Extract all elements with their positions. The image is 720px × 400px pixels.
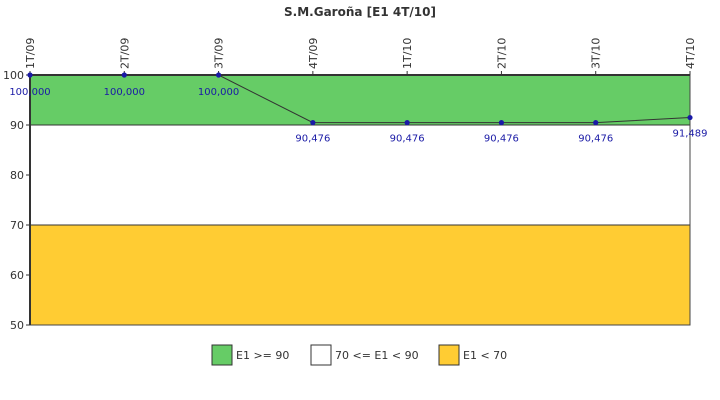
- y-tick-label: 70: [10, 219, 24, 232]
- legend-swatch: [310, 344, 332, 366]
- chart-title: S.M.Garoña [E1 4T/10]: [284, 5, 436, 19]
- x-tick-label: 1T/10: [401, 38, 414, 69]
- data-point: [121, 72, 127, 78]
- y-tick-label: 100: [3, 69, 24, 82]
- data-label: 100,000: [104, 87, 145, 98]
- x-tick-label: 2T/10: [495, 38, 508, 69]
- band-0: [29, 74, 691, 126]
- data-label: 90,476: [578, 134, 613, 145]
- y-tick-label: 90: [10, 119, 24, 132]
- y-tick-label: 50: [10, 319, 24, 332]
- data-point: [215, 72, 222, 78]
- series-group: 100,000 100,000 100,000 90,476 90,476 90,476 9…: [9, 72, 708, 145]
- data-point: [687, 114, 693, 121]
- x-tick-label: 3T/10: [590, 38, 603, 69]
- legend-label: 70 <= E1 < 90: [335, 349, 419, 362]
- legend-swatch: [211, 344, 233, 366]
- x-tick-label: 2T/09: [118, 38, 131, 69]
- series-line: [30, 74, 691, 124]
- band-2: [29, 224, 691, 326]
- legend-swatch: [438, 344, 460, 366]
- threshold-bands: [29, 74, 691, 326]
- y-tick-label: 60: [10, 269, 24, 282]
- data-point: [498, 120, 505, 126]
- data-label: 100,000: [198, 87, 239, 98]
- legend-label: E1 >= 90: [236, 349, 289, 362]
- data-point: [593, 120, 599, 126]
- data-label: 91,489: [673, 129, 708, 140]
- x-tick-label: 3T/09: [213, 38, 226, 69]
- data-label: 90,476: [484, 134, 519, 145]
- x-tick-label: 4T/09: [307, 38, 320, 69]
- data-label: 100,000: [9, 87, 50, 98]
- y-axis: 100 90 80 70 60 50: [3, 69, 30, 332]
- legend: E1 >= 90 70 <= E1 < 90 E1 < 70: [211, 344, 507, 366]
- data-point: [404, 120, 410, 126]
- y-tick-label: 80: [10, 169, 24, 182]
- x-axis: 1T/09 2T/09 3T/09 4T/09 1T/10 2T/10 3T/10 4T/10: [24, 38, 697, 75]
- data-label: 90,476: [295, 134, 330, 145]
- data-label: 90,476: [390, 134, 425, 145]
- legend-label: E1 < 70: [463, 349, 507, 362]
- data-point: [310, 120, 316, 126]
- x-tick-label: 1T/09: [24, 38, 37, 69]
- x-tick-label: 4T/10: [684, 38, 697, 69]
- data-point: [27, 72, 33, 78]
- band-1: [29, 124, 691, 226]
